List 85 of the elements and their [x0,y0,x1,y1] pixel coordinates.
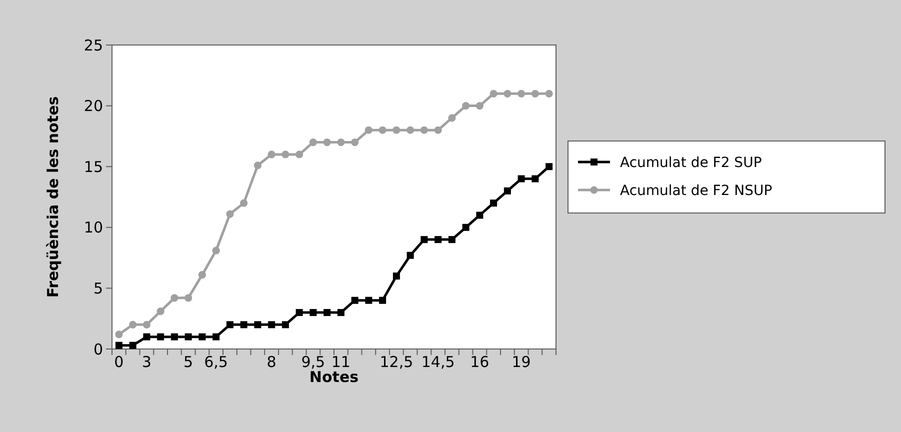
point [184,333,192,340]
point [434,126,442,134]
point [296,309,303,316]
point [351,138,359,146]
x-tick-label: 14,5 [421,353,455,371]
point [129,320,137,328]
x-tick-label: 6,5 [204,353,228,371]
y-tick-label: 10 [84,218,103,237]
point [254,162,262,170]
point [448,236,456,244]
point [226,321,234,328]
point [240,321,248,328]
point [337,309,344,316]
point [212,246,220,254]
point [240,199,248,207]
legend-label: Acumulat de F2 SUP [620,154,762,171]
point [476,212,484,219]
y-tick-label: 0 [93,340,103,358]
y-tick-label: 25 [84,36,103,54]
x-tick-label: 12,5 [380,353,414,371]
point [310,309,317,316]
point [490,200,498,207]
point [142,320,150,328]
point [170,333,178,340]
point [324,309,331,316]
point [351,296,358,304]
y-tick-label: 5 [93,279,103,298]
point [115,330,123,338]
point [434,236,442,244]
point [212,333,220,340]
x-tick-label: 19 [512,353,531,371]
point [282,150,290,158]
point [268,321,276,328]
point [337,138,345,146]
x-tick-label: 3 [142,353,152,371]
point [476,102,484,110]
point [462,102,470,110]
point [156,308,164,316]
point [115,342,122,349]
point [309,138,317,146]
point [545,90,553,98]
point [504,90,512,98]
x-tick-label: 0 [114,353,124,371]
point [518,175,525,182]
point [323,138,331,146]
point [379,296,386,304]
point [198,333,206,340]
x-tick-label: 5 [184,353,194,371]
point [392,126,400,134]
point [282,321,289,328]
y-tick-label: 20 [84,97,103,116]
x-axis-title: Notes [309,368,359,386]
point [157,333,164,340]
x-tick-label: 8 [266,353,276,371]
point [406,126,414,134]
point [490,90,498,98]
point [296,150,304,158]
point [268,150,276,158]
point [392,272,400,280]
point [546,163,553,170]
point [143,333,150,340]
point [364,126,372,134]
point [531,90,539,98]
point [406,252,414,259]
y-axis-title: Freqüència de les notes [44,96,62,298]
legend-label: Acumulat de F2 NSUP [620,182,772,199]
point [532,175,539,182]
point [420,236,428,244]
point [420,126,428,134]
point [170,294,178,302]
x-tick-label: 16 [470,353,490,371]
x-tick-label: 11 [331,353,350,371]
point [226,210,234,218]
point [129,342,136,349]
y-tick-label: 15 [84,158,103,176]
point [504,187,511,194]
point [365,296,372,304]
point [378,126,386,134]
point [184,294,192,302]
x-tick-label: 9,5 [301,353,326,371]
point [198,271,206,279]
point [254,321,262,328]
point [448,114,456,122]
point [462,224,470,231]
point [518,90,526,98]
